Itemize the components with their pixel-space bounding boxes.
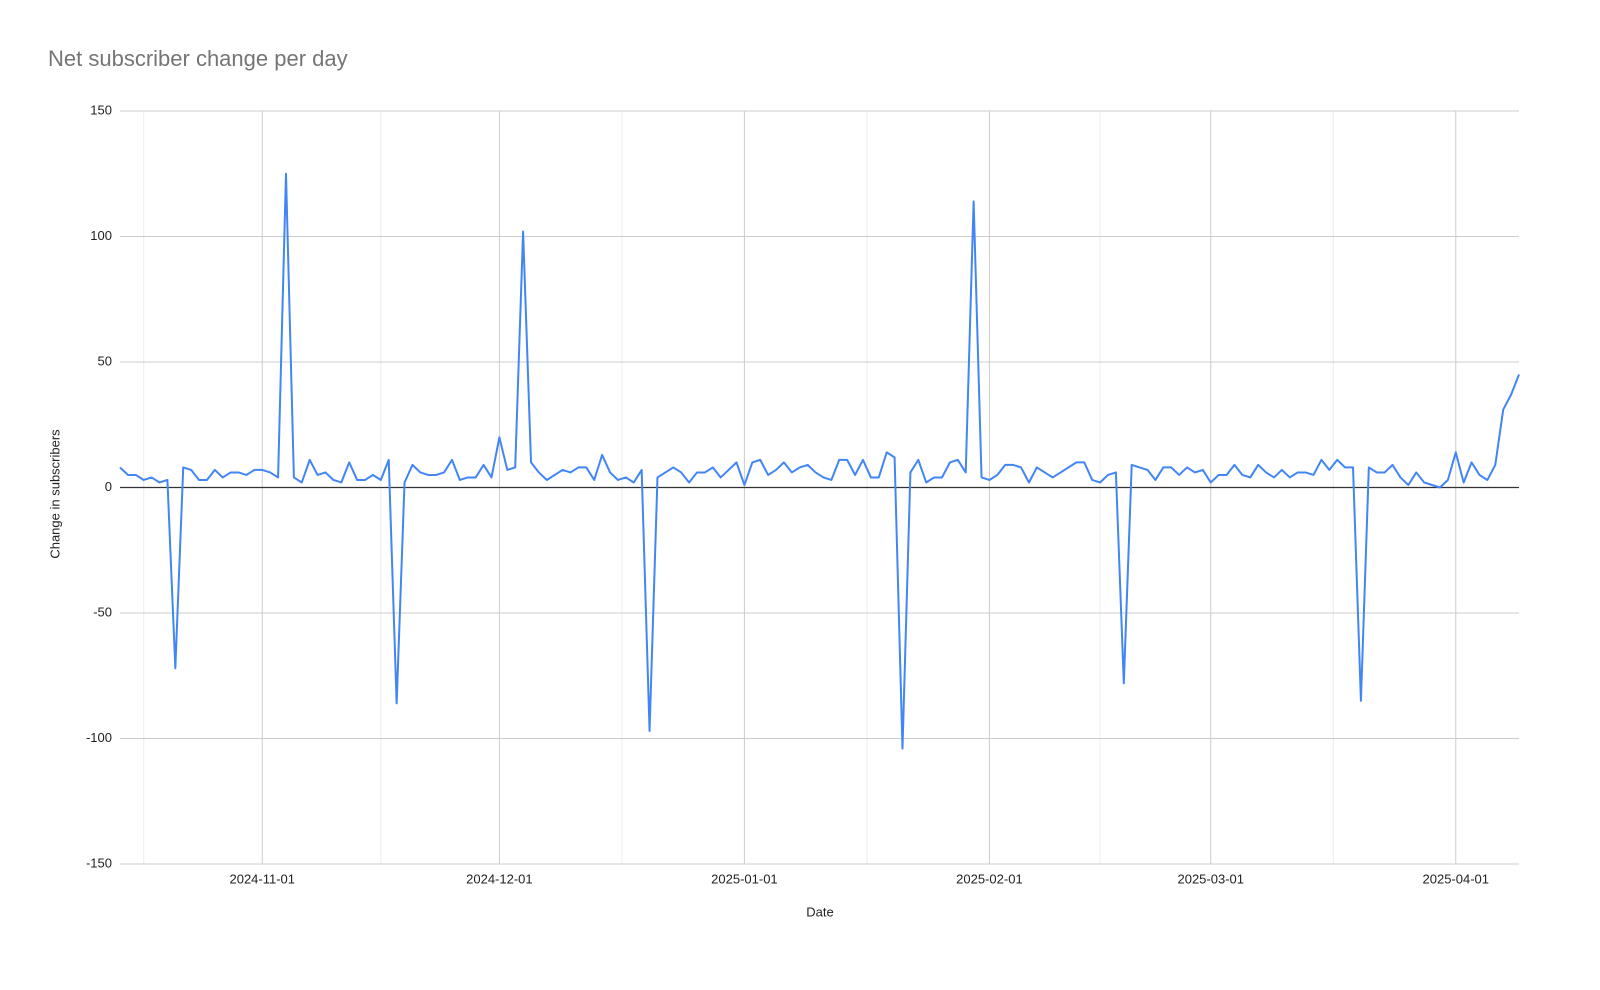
y-tick-label: -50 [93,604,112,619]
x-tick-label: 2024-12-01 [466,871,533,886]
x-tick-label: 2025-01-01 [711,871,778,886]
x-tick-label: 2024-11-01 [229,871,295,886]
y-tick-label: 50 [98,353,112,368]
y-tick-label: 150 [90,102,112,117]
y-axis-label: Change in subscribers [47,429,62,559]
chart-title: Net subscriber change per day [48,46,348,71]
y-tick-label: -100 [86,730,112,745]
y-tick-label: 0 [105,479,112,494]
data-line [119,172,1520,750]
x-tick-label: 2025-03-01 [1177,871,1244,886]
x-tick-label: 2025-02-01 [956,871,1023,886]
x-axis-label: Date [806,904,833,919]
y-tick-label: -150 [86,855,112,870]
y-tick-label: 100 [90,228,112,243]
x-tick-label: 2025-04-01 [1423,871,1490,886]
